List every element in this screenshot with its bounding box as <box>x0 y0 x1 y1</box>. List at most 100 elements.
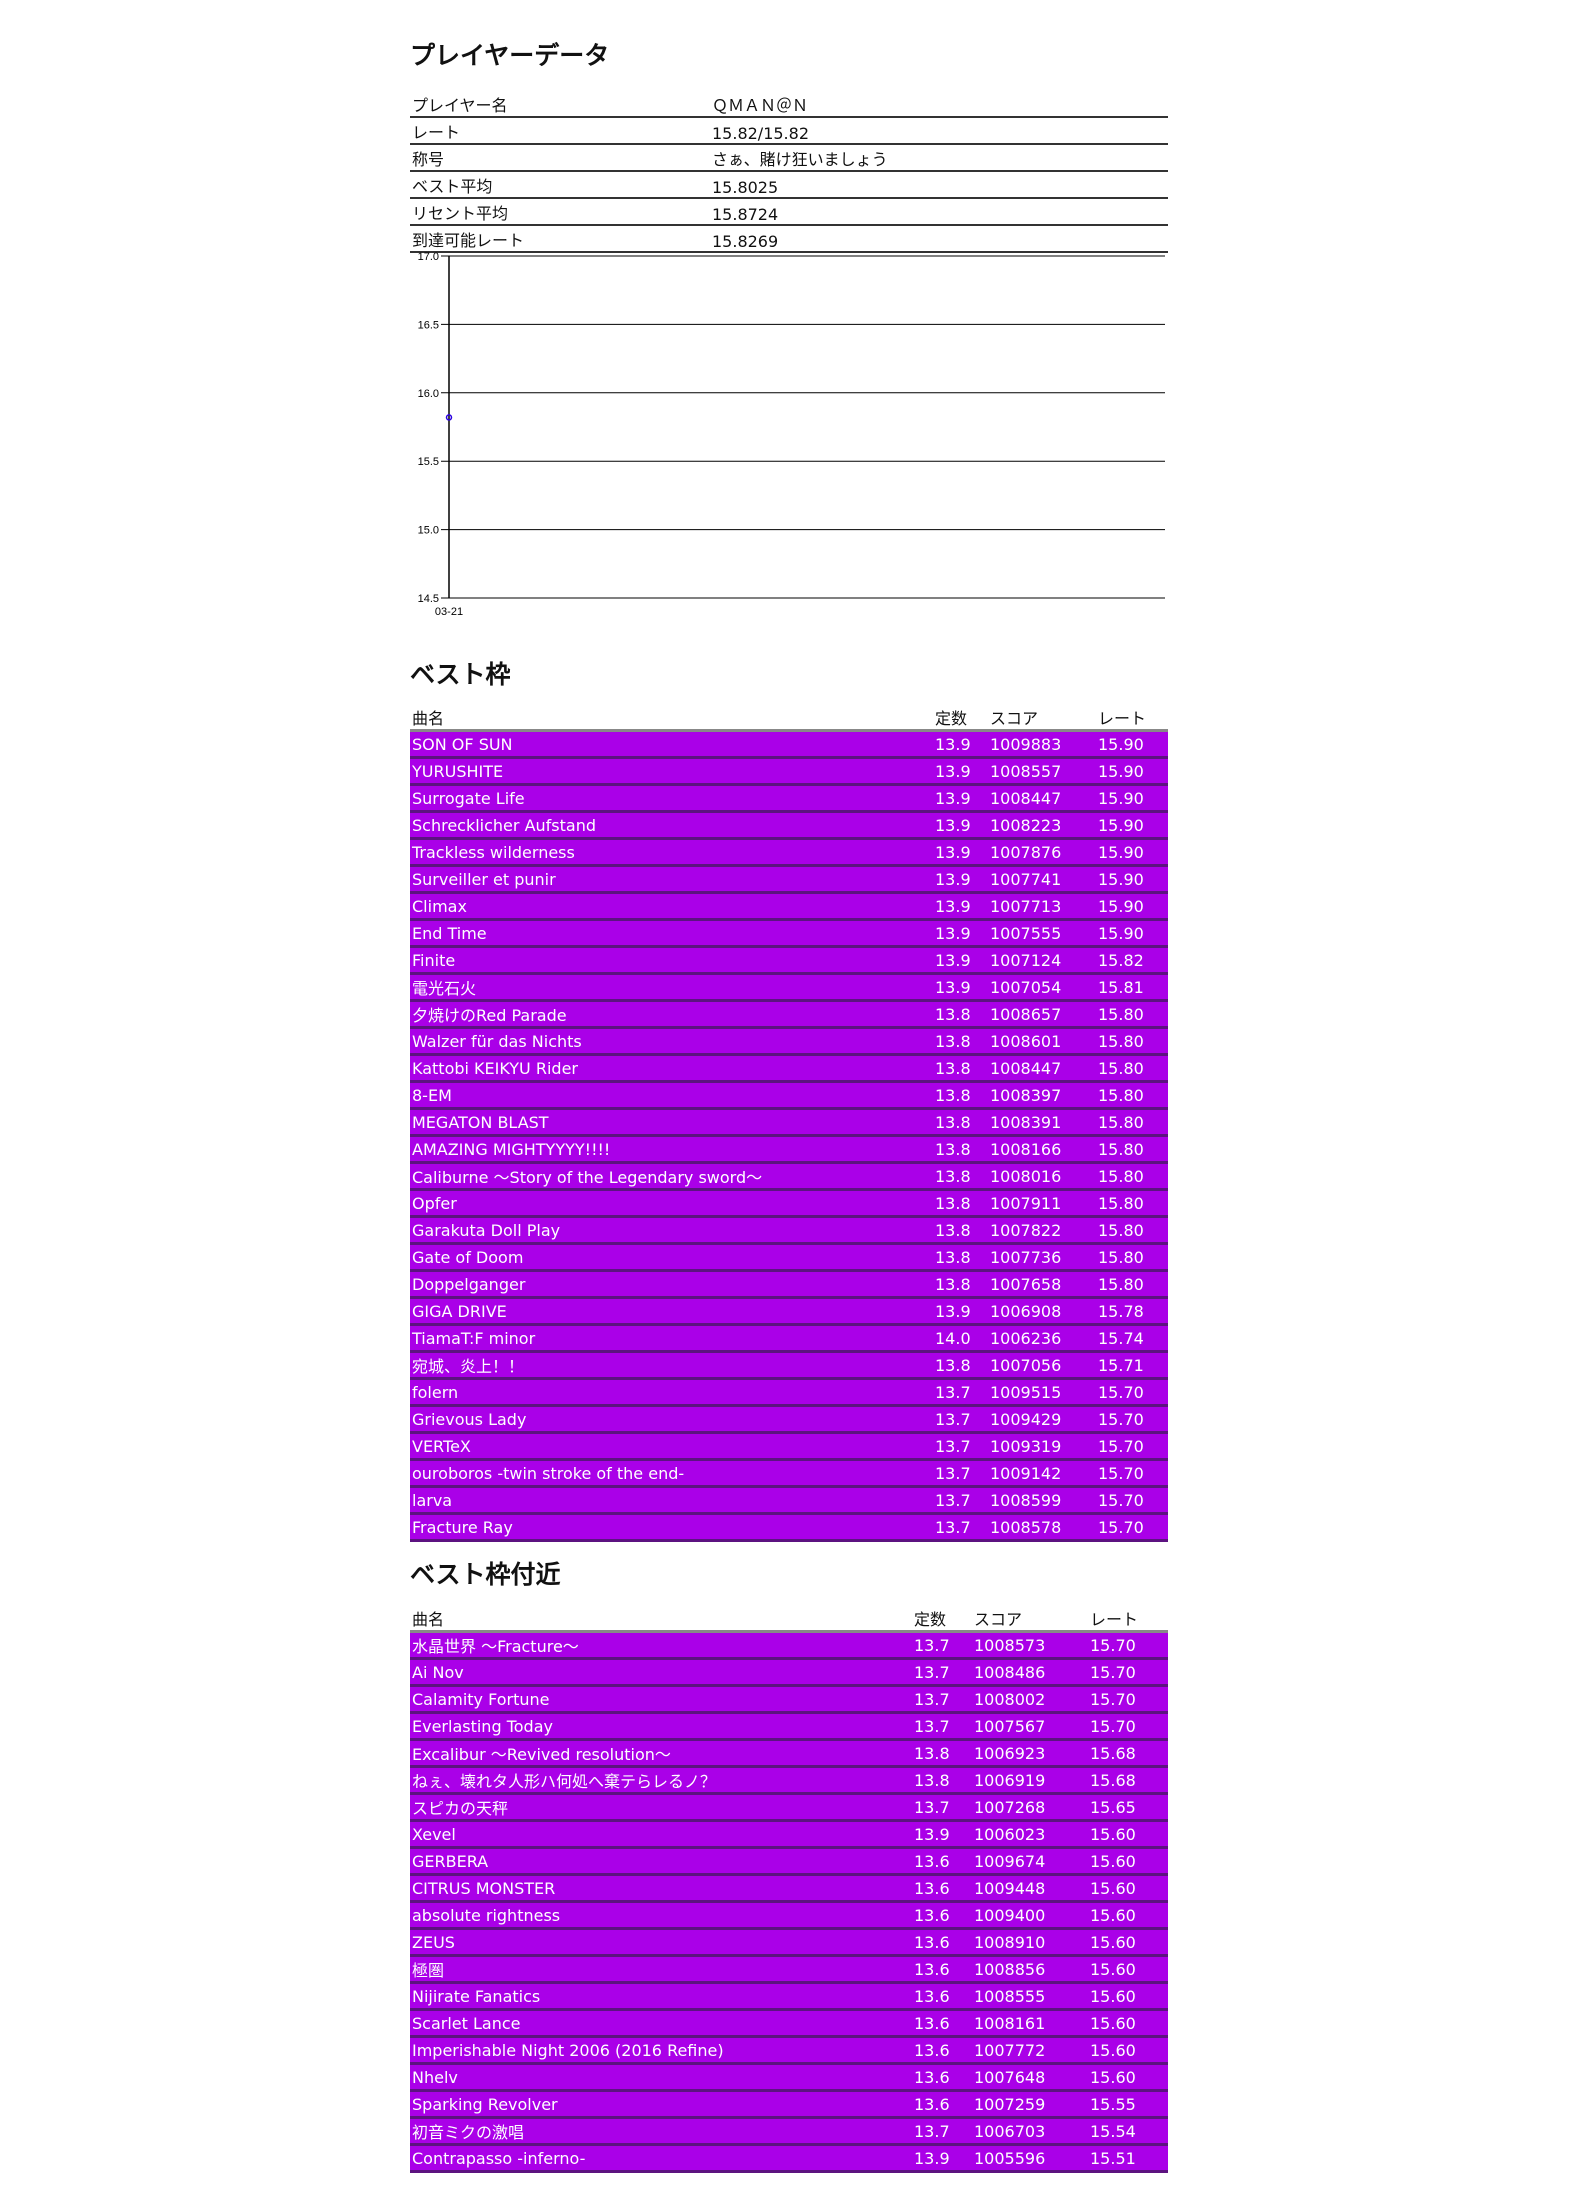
song-name: Sparking Revolver <box>410 2090 912 2119</box>
song-rate: 15.71 <box>1096 1351 1168 1380</box>
song-row: Caliburne ～Story of the Legendary sword～… <box>410 1162 1168 1191</box>
song-row: 初音ミクの激唱 13.7 1006703 15.54 <box>410 2117 1168 2146</box>
y-tick-label: 16.5 <box>418 319 439 331</box>
song-score: 1008578 <box>988 1513 1096 1542</box>
song-const: 13.9 <box>933 946 988 975</box>
song-score: 1007658 <box>988 1270 1096 1299</box>
song-name: Climax <box>410 892 933 921</box>
song-row: Surrogate Life 13.9 1008447 15.90 <box>410 784 1168 813</box>
song-row: Excalibur ～Revived resolution～ 13.8 100692… <box>410 1739 1168 1768</box>
song-name: Ai Nov <box>410 1658 912 1687</box>
header-rate: レート <box>1096 705 1168 732</box>
header-const: 定数 <box>912 1606 972 1633</box>
player-data-row: レート 15.82/15.82 <box>410 117 1168 145</box>
song-rate: 15.70 <box>1088 1712 1168 1741</box>
song-name: ねぇ、壊れタ人形ハ何処へ棄テらレるノ？ <box>410 1766 912 1795</box>
player-data-value: さぁ、賭け狂いましょう <box>710 144 1168 172</box>
song-rate: 15.70 <box>1096 1405 1168 1434</box>
song-score: 1006023 <box>972 1820 1088 1849</box>
song-rate: 15.90 <box>1096 865 1168 894</box>
song-score: 1008573 <box>972 1631 1088 1660</box>
player-data-value: 15.82/15.82 <box>710 117 1168 145</box>
song-const: 13.7 <box>933 1459 988 1488</box>
song-rate: 15.68 <box>1088 1766 1168 1795</box>
song-const: 13.8 <box>933 1081 988 1110</box>
song-name: 極圏 <box>410 1955 912 1984</box>
player-data-label: リセント平均 <box>410 198 710 226</box>
song-rate: 15.80 <box>1096 1270 1168 1299</box>
song-const: 13.9 <box>933 919 988 948</box>
player-data-label: ベスト平均 <box>410 171 710 199</box>
song-score: 1008555 <box>972 1982 1088 2011</box>
song-row: Fracture Ray 13.7 1008578 15.70 <box>410 1513 1168 1542</box>
song-score: 1006703 <box>972 2117 1088 2146</box>
song-rate: 15.60 <box>1088 1955 1168 1984</box>
player-data-value: ＱＭＡＮ＠Ｎ <box>710 91 1168 118</box>
song-rate: 15.80 <box>1096 1243 1168 1272</box>
song-score: 1008161 <box>972 2009 1088 2038</box>
song-name: 8-EM <box>410 1081 933 1110</box>
song-row: SON OF SUN 13.9 1009883 15.90 <box>410 730 1168 759</box>
song-row: Calamity Fortune 13.7 1008002 15.70 <box>410 1685 1168 1714</box>
song-rate: 15.70 <box>1088 1685 1168 1714</box>
song-row: ouroboros -twin stroke of the end- 13.7 10… <box>410 1459 1168 1488</box>
song-name: folern <box>410 1378 933 1407</box>
song-rate: 15.80 <box>1096 1081 1168 1110</box>
header-name: 曲名 <box>410 1606 912 1633</box>
song-const: 13.9 <box>933 730 988 759</box>
song-const: 13.6 <box>912 2063 972 2092</box>
song-row: Schrecklicher Aufstand 13.9 1008223 15.90 <box>410 811 1168 840</box>
song-score: 1007822 <box>988 1216 1096 1245</box>
song-score: 1008391 <box>988 1108 1096 1137</box>
song-score: 1008910 <box>972 1928 1088 1957</box>
song-rate: 15.90 <box>1096 757 1168 786</box>
song-const: 13.8 <box>912 1739 972 1768</box>
song-rate: 15.55 <box>1088 2090 1168 2119</box>
player-data-value: 15.8025 <box>710 171 1168 199</box>
song-rate: 15.70 <box>1096 1459 1168 1488</box>
song-rate: 15.80 <box>1096 1162 1168 1191</box>
song-score: 1009448 <box>972 1874 1088 1903</box>
song-const: 13.7 <box>912 1658 972 1687</box>
song-const: 13.8 <box>933 1216 988 1245</box>
song-const: 13.6 <box>912 2090 972 2119</box>
song-const: 13.8 <box>933 1054 988 1083</box>
song-row: Finite 13.9 1007124 15.82 <box>410 946 1168 975</box>
song-row: Gate of Doom 13.8 1007736 15.80 <box>410 1243 1168 1272</box>
song-row: Imperishable Night 2006 (2016 Refine) 13.… <box>410 2036 1168 2065</box>
song-rate: 15.60 <box>1088 1928 1168 1957</box>
song-name: MEGATON BLAST <box>410 1108 933 1137</box>
song-rate: 15.70 <box>1096 1486 1168 1515</box>
player-data-title: プレイヤーデータ <box>410 41 610 70</box>
song-name: ZEUS <box>410 1928 912 1957</box>
song-score: 1005596 <box>972 2144 1088 2173</box>
song-row: larva 13.7 1008599 15.70 <box>410 1486 1168 1515</box>
song-const: 13.9 <box>933 973 988 1002</box>
song-name: Surrogate Life <box>410 784 933 813</box>
song-name: Kattobi KEIKYU Rider <box>410 1054 933 1083</box>
x-tick-label: 03-21 <box>435 606 463 618</box>
song-name: AMAZING MIGHTYYYY!!!! <box>410 1135 933 1164</box>
song-const: 13.6 <box>912 1874 972 1903</box>
song-score: 1006919 <box>972 1766 1088 1795</box>
song-const: 13.7 <box>933 1405 988 1434</box>
song-score: 1008486 <box>972 1658 1088 1687</box>
song-const: 13.8 <box>912 1766 972 1795</box>
song-const: 13.6 <box>912 1955 972 1984</box>
song-rate: 15.60 <box>1088 1847 1168 1876</box>
song-const: 13.6 <box>912 1901 972 1930</box>
song-const: 13.9 <box>912 2144 972 2173</box>
song-const: 13.6 <box>912 1847 972 1876</box>
song-rate: 15.60 <box>1088 2036 1168 2065</box>
song-const: 13.7 <box>933 1486 988 1515</box>
song-name: Schrecklicher Aufstand <box>410 811 933 840</box>
song-name: End Time <box>410 919 933 948</box>
song-name: absolute rightness <box>410 1901 912 1930</box>
song-row: 宛城、炎上！！ 13.8 1007056 15.71 <box>410 1351 1168 1380</box>
song-row: TiamaT:F minor 14.0 1006236 15.74 <box>410 1324 1168 1353</box>
song-name: Surveiller et punir <box>410 865 933 894</box>
song-rate: 15.80 <box>1096 1189 1168 1218</box>
song-row: Nijirate Fanatics 13.6 1008555 15.60 <box>410 1982 1168 2011</box>
song-const: 13.9 <box>933 865 988 894</box>
song-name: SON OF SUN <box>410 730 933 759</box>
